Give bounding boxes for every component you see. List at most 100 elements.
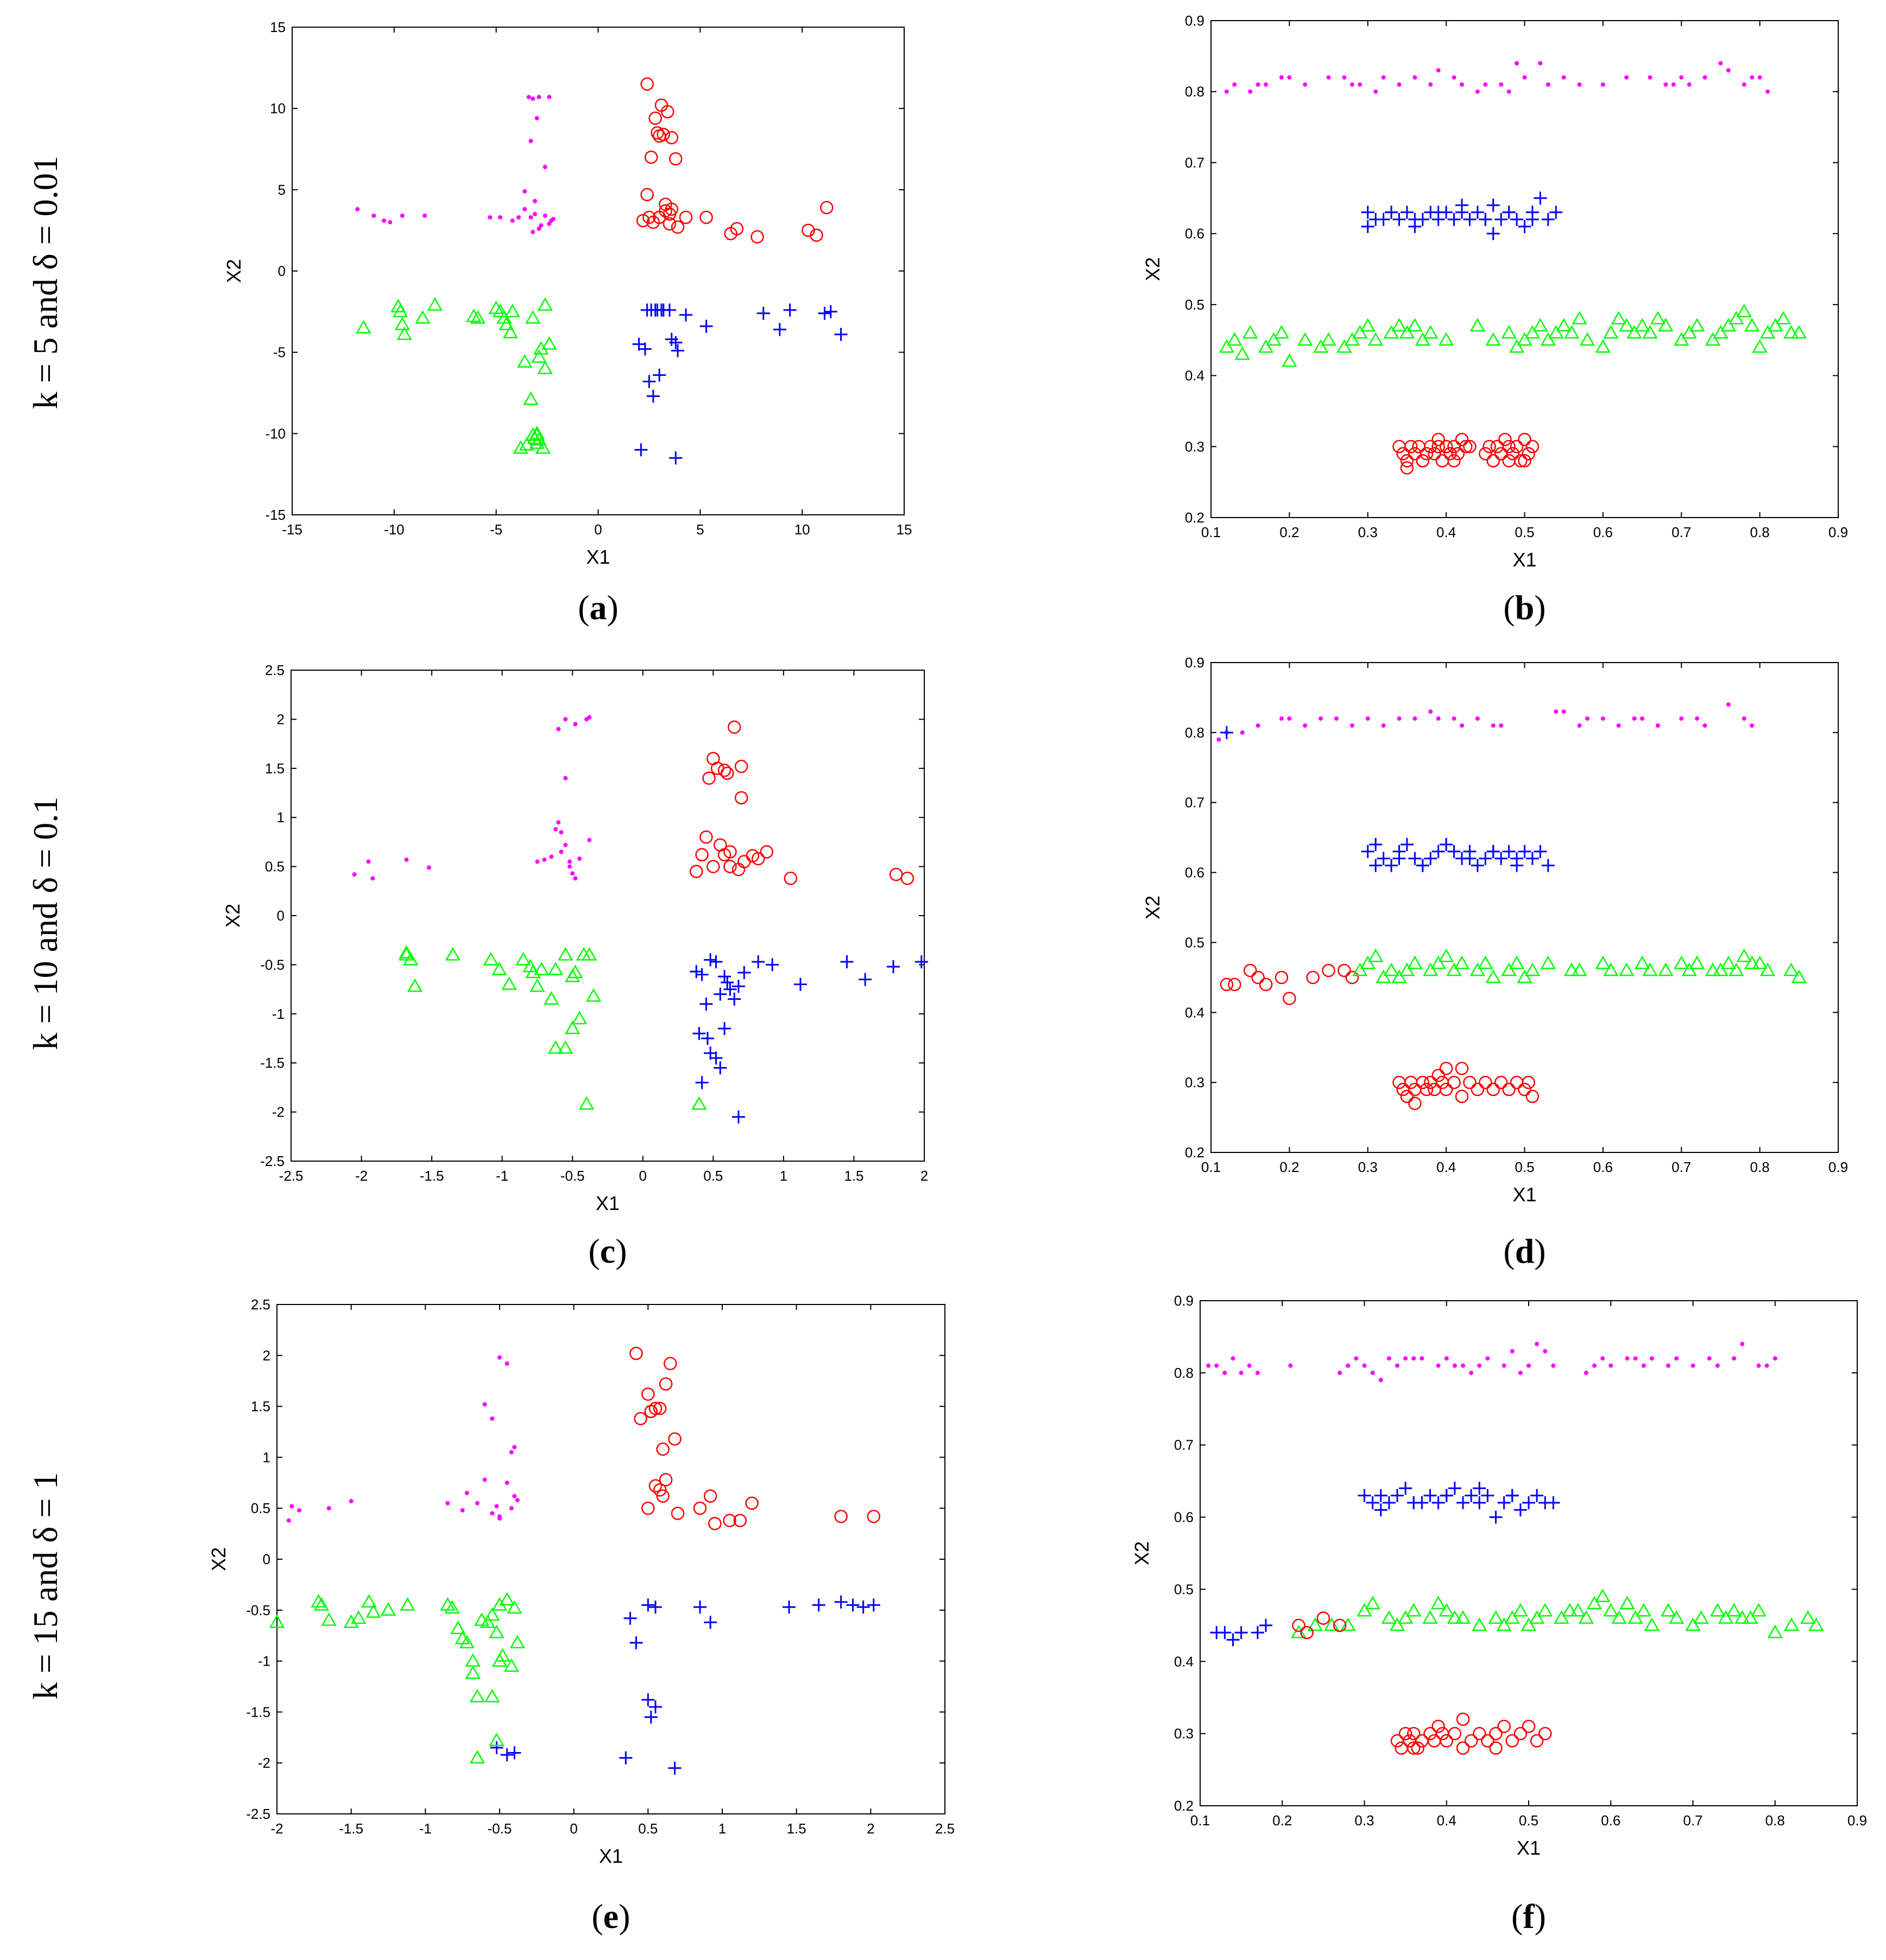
data-point-dot (422, 213, 427, 218)
data-point-dot (512, 1445, 517, 1449)
data-point-dot (1485, 1356, 1490, 1361)
data-point-dot (547, 94, 552, 99)
y-tick-label: 10 (270, 100, 286, 117)
data-point-plus (619, 1751, 633, 1764)
x-tick-label: 0 (594, 521, 602, 538)
data-point-dot (1381, 75, 1386, 80)
x-tick-label: 0.5 (638, 1820, 658, 1837)
y-tick-label: -0.5 (246, 1602, 270, 1618)
data-point-plus (1479, 213, 1492, 226)
data-point-circle (1489, 1726, 1503, 1741)
data-point-circle (1443, 447, 1457, 461)
data-point-triangle (1713, 325, 1729, 339)
data-point-circle (1243, 963, 1257, 978)
data-point-circle (1428, 447, 1441, 461)
x-tick-label: 0.8 (1750, 1159, 1770, 1175)
data-point-plus (1497, 1496, 1511, 1509)
data-point-circle (1411, 1741, 1425, 1755)
data-point-triangle (1611, 311, 1626, 325)
plot-frame (1210, 20, 1839, 518)
data-point-dot (1687, 82, 1692, 87)
data-point-dot (563, 842, 568, 847)
x-tick-label: 2 (920, 1168, 928, 1184)
data-point-triangle (1423, 325, 1439, 339)
data-point-plus (1385, 205, 1398, 219)
x-tick-label: 0.7 (1683, 1812, 1702, 1829)
data-point-triangle (445, 947, 461, 961)
y-axis-label: X2 (1141, 896, 1164, 919)
data-point-plus (783, 1600, 796, 1614)
data-point-circle (819, 201, 834, 215)
data-point-circle (1486, 454, 1500, 468)
data-point-plus (1361, 205, 1374, 219)
data-point-triangle (343, 1614, 359, 1628)
data-point-plus (1549, 205, 1563, 219)
y-tick-label: 0.8 (1185, 724, 1204, 741)
data-point-triangle (1340, 1617, 1356, 1631)
data-point-circle (1404, 440, 1418, 453)
y-axis-label: X2 (207, 1547, 230, 1571)
data-point-triangle (392, 304, 408, 318)
data-point-dot (1365, 716, 1370, 721)
data-point-plus (1489, 1510, 1503, 1524)
data-point-dot (1349, 82, 1354, 87)
data-point-circle (699, 830, 713, 844)
data-point-circle (720, 766, 734, 780)
y-tick-label: 0.4 (1174, 1653, 1194, 1669)
data-point-circle (1451, 447, 1465, 461)
x-tick-label: -1 (419, 1820, 432, 1837)
data-point-triangle (491, 1653, 508, 1667)
data-point-plus (1391, 1489, 1404, 1502)
x-tick-label: 0.5 (1515, 524, 1534, 540)
data-point-dot (1287, 716, 1292, 721)
data-point-triangle (502, 325, 519, 338)
y-tick-label: -0.5 (260, 956, 285, 973)
y-tick-label: 5 (278, 181, 286, 198)
data-point-dot (533, 199, 538, 204)
data-point-circle (734, 759, 748, 773)
series-cluster-magenta (355, 94, 556, 235)
data-point-triangle (1562, 1603, 1578, 1617)
data-point-triangle (1644, 1617, 1660, 1631)
data-point-plus (1259, 1618, 1272, 1632)
data-point-triangle (1512, 1603, 1529, 1617)
data-point-circle (640, 77, 654, 91)
data-point-dot (1428, 709, 1433, 714)
data-point-triangle (1478, 955, 1493, 969)
y-axis-label: X2 (1141, 257, 1164, 281)
data-point-dot (498, 215, 503, 220)
data-point-triangle (1504, 1610, 1520, 1624)
data-point-plus (1361, 220, 1374, 234)
scatter-panel-a: -15 -10 -5 0 5 10 15 -15 -10 -5 0 5 10 15 X1 X2 (a) (223, 19, 912, 627)
data-point-triangle (489, 1732, 504, 1747)
data-point-dot (1491, 723, 1496, 728)
series-cluster-blue (1361, 191, 1563, 241)
data-point-circle (708, 1517, 722, 1530)
data-point-circle (671, 220, 685, 234)
data-point-triangle (1234, 346, 1250, 360)
y-tick-label: 0.6 (1185, 865, 1204, 881)
data-point-plus (718, 970, 731, 984)
data-point-circle (702, 771, 716, 785)
data-point-dot (1702, 75, 1707, 80)
data-point-triangle (380, 1602, 396, 1616)
data-point-circle (1479, 1075, 1492, 1089)
data-point-plus (668, 1761, 682, 1775)
data-point-triangle (1628, 1610, 1643, 1624)
data-point-plus (1400, 205, 1414, 219)
data-point-circle (659, 1473, 673, 1486)
data-point-plus (1447, 844, 1461, 858)
data-point-triangle (1365, 1596, 1380, 1610)
data-point-triangle (1430, 955, 1446, 969)
data-point-dot (1561, 709, 1566, 714)
data-point-plus (859, 973, 872, 986)
data-point-circle (1518, 454, 1531, 468)
data-point-plus (1251, 1626, 1264, 1640)
plot-frame (292, 27, 905, 515)
data-point-dot (1358, 82, 1363, 87)
data-point-triangle (1321, 332, 1336, 346)
data-point-circle (1316, 1611, 1330, 1625)
data-point-dot (1452, 716, 1456, 721)
data-point-plus (679, 308, 693, 322)
data-point-triangle (1710, 1603, 1726, 1617)
